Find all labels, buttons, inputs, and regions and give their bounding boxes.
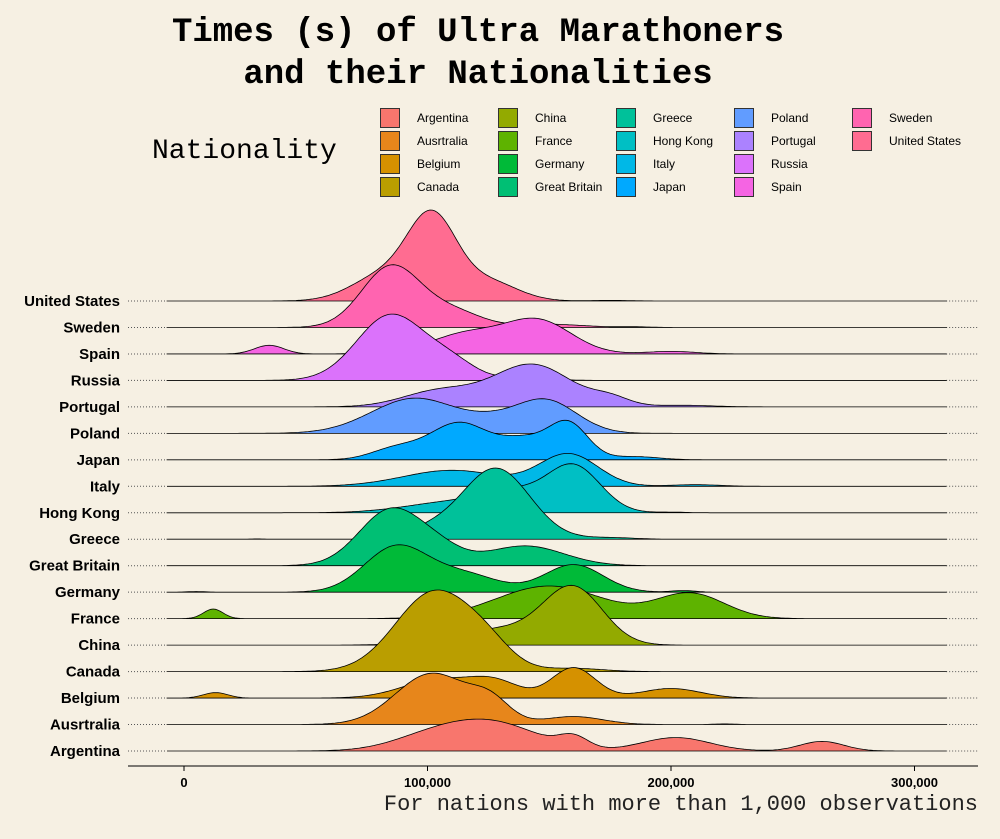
legend-swatch-hong-kong [616, 130, 636, 151]
legend-swatch-germany [498, 153, 518, 174]
legend-swatch-china [498, 107, 518, 128]
legend-swatch-japan [616, 176, 636, 197]
legend-label-china: China [535, 110, 567, 125]
legend-item-france: France [498, 129, 572, 152]
legend-label-greece: Greece [653, 110, 693, 125]
ridge-belgium [166, 667, 947, 699]
legend-item-ausrtralia: Ausrtralia [380, 129, 468, 152]
chart-caption: For nations with more than 1,000 observa… [383, 792, 978, 817]
legend-label-sweden: Sweden [889, 110, 933, 125]
y-label-italy: Italy [90, 478, 121, 495]
ridge-ausrtralia [166, 672, 947, 725]
legend-title: Nationality [152, 136, 337, 167]
y-label-sweden: Sweden [63, 319, 120, 336]
legend-item-sweden: Sweden [852, 106, 932, 129]
legend-swatch-ausrtralia [380, 130, 400, 151]
y-label-portugal: Portugal [59, 399, 120, 416]
y-label-japan: Japan [77, 452, 120, 469]
legend-item-china: China [498, 106, 566, 129]
legend-label-france: France [535, 133, 573, 148]
legend-swatch-poland [734, 107, 754, 128]
ridges-group [128, 209, 978, 752]
y-label-poland: Poland [70, 425, 120, 442]
legend-swatch-france [498, 130, 518, 151]
legend-swatch-argentina [380, 107, 400, 128]
y-label-ausrtralia: Ausrtralia [50, 717, 121, 734]
legend-label-belgium: Belgium [417, 156, 461, 171]
legend-item-great-britain: Great Britain [498, 175, 602, 198]
legend-item-germany: Germany [498, 152, 584, 175]
legend-item-russia: Russia [734, 152, 808, 175]
ridge-sweden [166, 264, 947, 328]
y-label-france: France [71, 611, 120, 628]
ridge-greece [166, 467, 947, 540]
y-label-spain: Spain [79, 346, 120, 363]
ridge-hong-kong [166, 463, 947, 514]
ridge-portugal [166, 363, 947, 408]
legend-item-hong-kong: Hong Kong [616, 129, 713, 152]
legend-label-spain: Spain [771, 179, 802, 194]
y-label-germany: Germany [55, 584, 121, 601]
legend-item-italy: Italy [616, 152, 675, 175]
ridge-poland [166, 397, 947, 434]
legend-swatch-sweden [852, 107, 872, 128]
legend-swatch-spain [734, 176, 754, 197]
legend-swatch-united-states [852, 130, 872, 151]
legend-label-great-britain: Great Britain [535, 179, 603, 194]
x-axis: 0 100,000 200,000 300,000 [128, 765, 978, 790]
legend-label-united-states: United States [889, 133, 962, 148]
x-tick-label-3: 300,000 [891, 775, 938, 790]
legend-item-japan: Japan [616, 175, 686, 198]
chart-title: Times (s) of Ultra Marathoners and their… [171, 14, 785, 94]
legend-label-italy: Italy [653, 156, 676, 171]
x-tick-label-0: 0 [180, 775, 187, 790]
legend-swatch-italy [616, 153, 636, 174]
legend-swatch-belgium [380, 153, 400, 174]
ridge-china [166, 584, 947, 646]
y-label-russia: Russia [71, 372, 121, 389]
x-tick-label-2: 200,000 [648, 775, 695, 790]
ridge-canada [166, 589, 947, 672]
legend-item-argentina: Argentina [380, 106, 468, 129]
y-axis-labels: United States Sweden Spain Russia Portugal Po… [24, 293, 121, 760]
legend-label-germany: Germany [535, 156, 585, 171]
ridge-argentina [167, 718, 947, 752]
legend-label-poland: Poland [771, 110, 809, 125]
legend-label-japan: Japan [653, 179, 686, 194]
y-label-canada: Canada [66, 664, 121, 681]
legend-item-spain: Spain [734, 175, 802, 198]
legend-swatch-portugal [734, 130, 754, 151]
ridge-spain [166, 317, 947, 355]
y-label-argentina: Argentina [50, 743, 121, 760]
legend-label-russia: Russia [771, 156, 808, 171]
legend-swatch-russia [734, 153, 754, 174]
ridge-united-states [166, 209, 947, 302]
legend-item-canada: Canada [380, 175, 459, 198]
legend-item-belgium: Belgium [380, 152, 460, 175]
y-label-hong-kong: Hong Kong [39, 505, 120, 522]
y-label-belgium: Belgium [61, 690, 120, 707]
legend-swatch-great-britain [498, 176, 518, 197]
legend-swatch-greece [616, 107, 636, 128]
y-label-greece: Greece [69, 531, 120, 548]
ridge-germany [166, 544, 947, 593]
legend-label-ausrtralia: Ausrtralia [417, 133, 468, 148]
legend-label-argentina: Argentina [417, 110, 469, 125]
legend-item-greece: Greece [616, 106, 692, 129]
y-label-china: China [78, 637, 120, 654]
legend-item-united-states: United States [852, 129, 961, 152]
legend-label-canada: Canada [417, 179, 460, 194]
legend-item-portugal: Portugal [734, 129, 816, 152]
legend-item-poland: Poland [734, 106, 808, 129]
ridge-great-britain [166, 507, 947, 567]
legend-swatch-canada [380, 176, 400, 197]
legend-label-portugal: Portugal [771, 133, 816, 148]
x-tick-label-1: 100,000 [404, 775, 451, 790]
y-label-great-britain: Great Britain [29, 558, 120, 575]
legend-label-hong-kong: Hong Kong [653, 133, 714, 148]
ridge-japan [166, 419, 947, 461]
y-label-united-states: United States [24, 293, 120, 310]
